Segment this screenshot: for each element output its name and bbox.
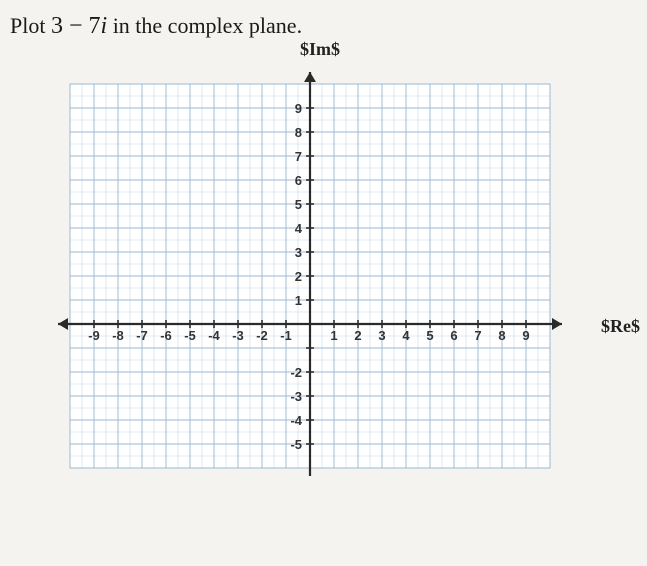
svg-text:5: 5 xyxy=(295,197,302,212)
svg-text:4: 4 xyxy=(295,221,303,236)
svg-text:3: 3 xyxy=(295,245,302,260)
svg-text:-2: -2 xyxy=(256,328,268,343)
svg-text:-3: -3 xyxy=(290,389,302,404)
complex-plane-chart: $Im$ $Re$ -9-8-7-6-5-4-3-2-1123456789123… xyxy=(50,64,590,488)
imag-coeff: 7 xyxy=(89,13,101,39)
svg-text:8: 8 xyxy=(295,125,302,140)
svg-text:3: 3 xyxy=(378,328,385,343)
svg-text:-4: -4 xyxy=(290,413,302,428)
svg-text:8: 8 xyxy=(498,328,505,343)
operator: − xyxy=(63,13,89,39)
svg-text:7: 7 xyxy=(474,328,481,343)
svg-text:1: 1 xyxy=(330,328,337,343)
svg-text:5: 5 xyxy=(426,328,433,343)
grid-svg: -9 -8 -7 -6 -5 -4 -3 -2 -1 1 2 3 4 5 6 7 8 9 1 2 3 4 5 6 7 8 9 -2 -3… xyxy=(50,64,570,488)
svg-text:-6: -6 xyxy=(160,328,172,343)
svg-text:-2: -2 xyxy=(290,365,302,380)
svg-text:9: 9 xyxy=(522,328,529,343)
svg-text:6: 6 xyxy=(450,328,457,343)
svg-text:-9: -9 xyxy=(88,328,100,343)
real-axis-label: $Re$ xyxy=(601,316,640,337)
imaginary-axis-label: $Im$ xyxy=(300,39,340,60)
svg-text:6: 6 xyxy=(295,173,302,188)
svg-text:-4: -4 xyxy=(208,328,220,343)
svg-text:2: 2 xyxy=(354,328,361,343)
svg-text:1: 1 xyxy=(295,293,302,308)
svg-text:-3: -3 xyxy=(232,328,244,343)
title-prefix: Plot xyxy=(10,13,51,38)
svg-text:-8: -8 xyxy=(112,328,124,343)
title-suffix: in the complex plane. xyxy=(107,13,302,38)
svg-text:9: 9 xyxy=(295,101,302,116)
svg-text:2: 2 xyxy=(295,269,302,284)
svg-text:7: 7 xyxy=(295,149,302,164)
svg-text:-7: -7 xyxy=(136,328,148,343)
svg-text:-5: -5 xyxy=(184,328,196,343)
svg-text:-1: -1 xyxy=(280,328,292,343)
svg-text:4: 4 xyxy=(402,328,410,343)
real-part: 3 xyxy=(51,13,63,39)
svg-text:-5: -5 xyxy=(290,437,302,452)
